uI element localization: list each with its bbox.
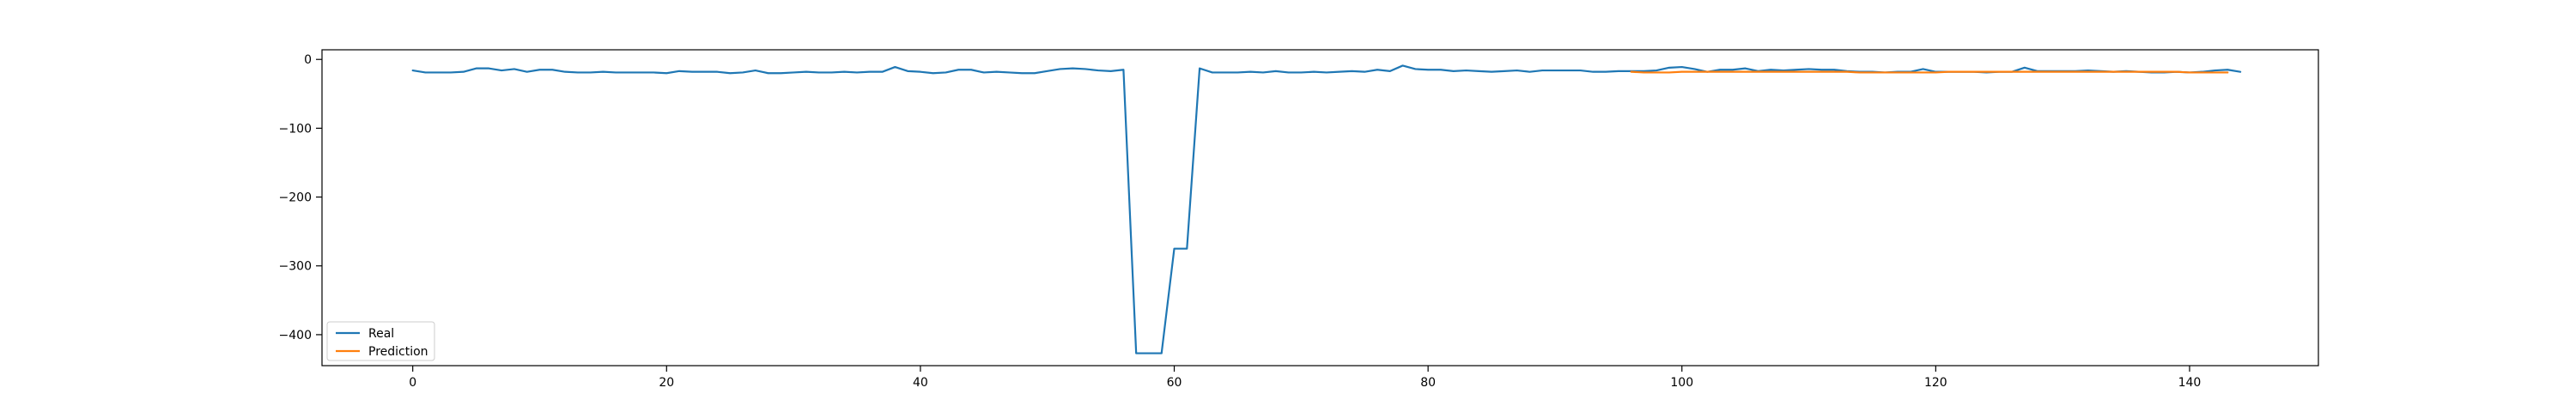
x-tick-label: 80: [1420, 376, 1436, 390]
y-tick-label: −300: [279, 260, 312, 274]
series-layer: [411, 64, 2242, 354]
x-tick-label: 60: [1167, 376, 1182, 390]
legend-label-prediction: Prediction: [368, 345, 428, 359]
y-tick-label: −200: [279, 191, 312, 205]
x-tick-label: 0: [409, 376, 416, 390]
series-line-prediction: [1630, 70, 2229, 74]
x-tick-label: 20: [659, 376, 674, 390]
y-tick-label: −400: [279, 329, 312, 342]
legend: Real Prediction: [326, 321, 435, 361]
x-tick-label: 40: [913, 376, 928, 390]
axes-frame: [321, 49, 2319, 367]
x-tick-label: 100: [1670, 376, 1693, 390]
x-tick-label: 120: [1924, 376, 1947, 390]
legend-label-real: Real: [368, 327, 394, 341]
plot-area: [322, 50, 2318, 366]
plot-background: [322, 50, 2318, 366]
x-tick-label: 140: [2178, 376, 2202, 390]
y-tick-label: −100: [279, 122, 312, 136]
axes-layer: 0 20 40 60 80 100 120 140 0 −100 −200 −300 −400: [279, 49, 2319, 390]
y-tick-label: 0: [304, 53, 312, 67]
